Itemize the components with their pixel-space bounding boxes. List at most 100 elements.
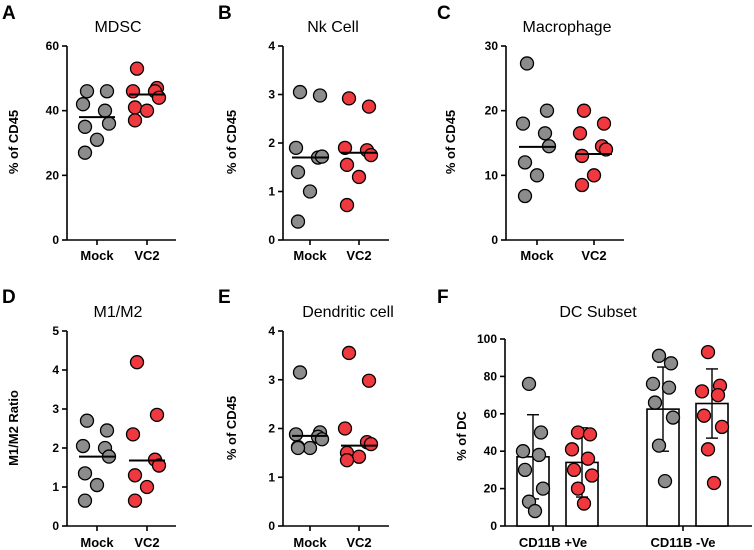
data-point bbox=[127, 100, 143, 115]
panel-letter: E bbox=[218, 287, 231, 308]
x-tick-label: VC2 bbox=[346, 248, 371, 263]
data-point bbox=[515, 116, 531, 131]
data-point bbox=[77, 466, 93, 481]
data-point bbox=[351, 449, 367, 464]
data-point bbox=[584, 468, 600, 483]
plot-area: 0 1 2 3 4 bbox=[268, 39, 389, 247]
chart-title: DC Subset bbox=[559, 304, 637, 321]
panel-f: F DC Subset % of DC CD11B +Ve CD11B -Ve … bbox=[437, 287, 752, 550]
x-tick-label: Mock bbox=[293, 248, 327, 263]
data-point bbox=[99, 423, 115, 438]
data-point bbox=[290, 440, 306, 456]
data-point bbox=[574, 148, 590, 164]
data-point bbox=[127, 113, 143, 128]
data-point bbox=[651, 348, 667, 363]
y-tick-label: 0 bbox=[52, 233, 59, 247]
data-point bbox=[517, 188, 533, 204]
x-tick-label: Mock bbox=[80, 248, 114, 263]
data-point bbox=[89, 477, 105, 493]
y-axis-label: M1/M2 Ratio bbox=[6, 390, 21, 466]
plot-area: 0 20 40 60 80 100 bbox=[477, 332, 752, 533]
y-tick-label: 80 bbox=[484, 369, 498, 383]
data-point bbox=[127, 493, 143, 508]
y-tick-label: 1 bbox=[268, 470, 275, 484]
y-tick-label: 0 bbox=[491, 233, 498, 247]
data-point bbox=[696, 408, 712, 423]
y-tick-label: 0 bbox=[52, 519, 59, 533]
data-point bbox=[651, 438, 667, 453]
y-tick-label: 0 bbox=[268, 519, 275, 533]
data-point bbox=[292, 84, 308, 100]
data-point bbox=[537, 126, 553, 141]
data-point bbox=[89, 132, 105, 147]
data-point bbox=[521, 376, 537, 392]
x-tick-label: Mock bbox=[293, 535, 327, 550]
x-tick-label: VC2 bbox=[134, 248, 159, 263]
data-point bbox=[351, 169, 367, 185]
data-point bbox=[290, 214, 306, 229]
y-tick-label: 3 bbox=[52, 402, 59, 416]
plot-area: 0 1 2 3 4 5 bbox=[52, 324, 176, 533]
data-point bbox=[580, 451, 596, 466]
data-point bbox=[566, 462, 582, 478]
y-tick-label: 0 bbox=[490, 519, 497, 533]
data-point bbox=[312, 88, 328, 103]
data-point bbox=[288, 140, 304, 156]
plot-area: 0 1 2 3 4 bbox=[268, 324, 389, 533]
data-point bbox=[125, 427, 141, 442]
data-point bbox=[79, 84, 95, 99]
data-point bbox=[341, 91, 357, 106]
data-point bbox=[139, 479, 155, 495]
data-point bbox=[710, 387, 726, 403]
y-tick-label: 4 bbox=[268, 324, 275, 338]
y-tick-label: 4 bbox=[268, 39, 275, 53]
data-point bbox=[515, 444, 531, 459]
y-tick-label: 4 bbox=[52, 363, 59, 377]
data-point bbox=[77, 145, 93, 160]
data-point bbox=[586, 168, 602, 183]
data-point bbox=[339, 197, 355, 213]
panel-d: D M1/M2 M1/M2 Ratio Mock VC2 0 1 2 3 4 5 bbox=[2, 287, 176, 550]
panel-letter: F bbox=[437, 287, 449, 308]
data-point bbox=[665, 410, 681, 425]
panel-letter: C bbox=[437, 3, 451, 24]
y-tick-label: 60 bbox=[46, 39, 60, 53]
chart-title: Macrophage bbox=[523, 19, 612, 36]
data-point bbox=[582, 427, 598, 442]
data-point bbox=[572, 126, 588, 141]
data-point bbox=[77, 119, 93, 134]
data-point bbox=[657, 473, 673, 489]
y-tick-label: 40 bbox=[484, 444, 498, 458]
y-tick-label: 40 bbox=[46, 104, 60, 118]
data-point bbox=[596, 116, 612, 131]
y-tick-label: 1 bbox=[52, 480, 59, 494]
data-point bbox=[341, 345, 357, 361]
data-point bbox=[535, 481, 551, 496]
x-tick-label: VC2 bbox=[134, 535, 159, 550]
panel-letter: A bbox=[2, 3, 16, 24]
y-tick-label: 100 bbox=[477, 332, 497, 346]
data-point bbox=[151, 90, 167, 105]
y-axis-label: % of CD45 bbox=[224, 396, 239, 460]
data-point bbox=[125, 84, 141, 99]
data-point bbox=[339, 157, 355, 172]
data-point bbox=[290, 164, 306, 180]
x-tick-label: VC2 bbox=[346, 535, 371, 550]
data-point bbox=[97, 103, 113, 118]
y-tick-label: 5 bbox=[52, 324, 59, 338]
chart-title: MDSC bbox=[94, 19, 141, 36]
data-point bbox=[570, 425, 586, 440]
y-tick-label: 0 bbox=[268, 233, 275, 247]
data-point bbox=[527, 503, 543, 519]
panel-e: E Dendritic cell % of CD45 Mock VC2 0 1 2 3… bbox=[218, 287, 394, 550]
data-point bbox=[288, 427, 304, 442]
data-point bbox=[661, 380, 677, 395]
data-point bbox=[519, 56, 535, 71]
data-point bbox=[517, 155, 533, 170]
data-point bbox=[598, 142, 614, 157]
y-tick-label: 2 bbox=[52, 441, 59, 455]
y-tick-label: 20 bbox=[485, 104, 499, 118]
data-point bbox=[101, 116, 117, 131]
y-tick-label: 2 bbox=[268, 422, 275, 436]
data-point bbox=[700, 344, 716, 360]
